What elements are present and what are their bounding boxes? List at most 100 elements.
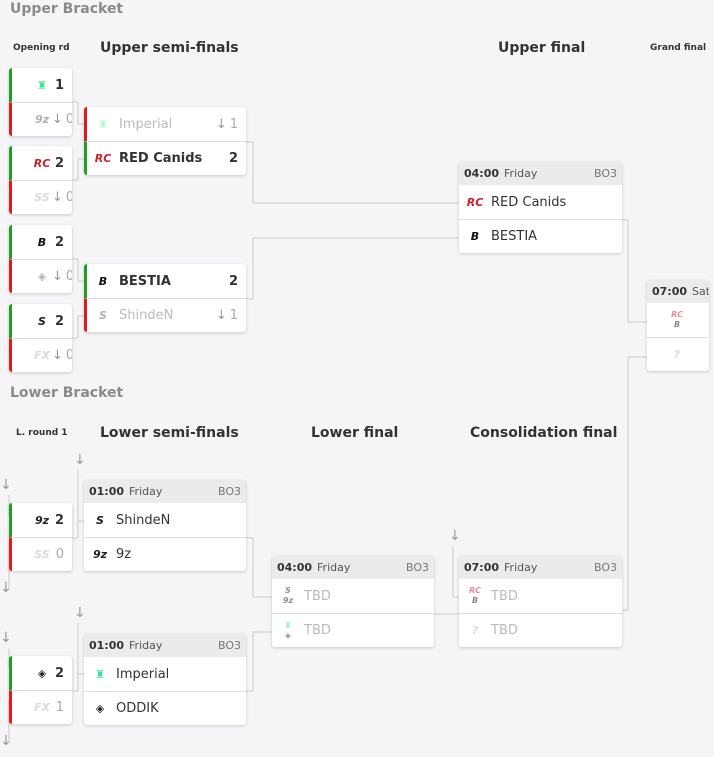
team-score: 0 [56,547,64,562]
lower-bracket-heading: Lower Bracket [10,385,124,401]
shinden-logo-icon: S [99,309,107,322]
match-gf[interactable]: 07:00 Sat RC B? [647,280,709,371]
team-row[interactable]: RC RED Canids 2 [84,141,246,175]
match-ls1[interactable]: 01:00 Friday BO3 S ShindeN 9z 9z [84,480,246,571]
score-value: 1 [55,700,64,715]
team-row[interactable]: 9z 2 [9,503,72,537]
swiss-logo-icon: SS [34,191,50,204]
drop-arrow-icon: ↓ [0,630,12,646]
team-row[interactable]: SS ↓ 0 [9,180,72,214]
team-score: ↓ 0 [52,190,72,205]
match-or3[interactable]: B 2 ◈ ↓ 0 [9,225,72,293]
team-row[interactable]: ♜ Imperial ↓ 1 [84,107,246,141]
score-value: 1 [229,116,238,132]
team-score: 2 [55,314,64,329]
team-row[interactable]: 9z ↓ 0 [9,102,72,136]
drop-arrow-icon: ↓ [74,452,86,468]
round-opening: Opening rd [13,43,70,53]
shinden-logo-icon: S [38,314,46,328]
match-day: Friday [129,485,163,498]
score-value: 1 [229,308,238,323]
team-row[interactable]: S ShindeN [84,503,246,537]
score-value: 0 [55,547,64,562]
team-row[interactable]: ◈ ↓ 0 [9,259,72,293]
team-row[interactable]: B BESTIA 2 [84,264,246,298]
bestia-logo-icon: B [98,274,108,288]
match-format: BO3 [217,485,241,498]
match-or2[interactable]: RC 2 SS ↓ 0 [9,146,72,214]
match-uf[interactable]: 04:00 Friday BO3 RC RED Canids B BESTIA [459,162,622,253]
shinden-logo-icon: S [96,513,104,527]
match-or1[interactable]: ♜ 1 9z ↓ 0 [9,68,72,136]
match-header: 01:00 Friday BO3 [84,480,246,503]
bestia-logo-icon: B [470,230,480,243]
match-lf[interactable]: 04:00 Friday BO3 S 9z TBD ♜ ◈ TBD [272,556,434,647]
team-name: RED Canids [119,151,203,166]
score-value: 2 [228,273,238,289]
match-lr2[interactable]: ◈ 2 FX 1 [9,656,72,724]
fx-logo-icon: FX [34,701,50,714]
team-row[interactable]: 9z 9z [84,537,246,571]
round-grand-final: Grand final [650,43,707,53]
shinden-and-9z-logo-icon: S 9z [282,586,294,605]
9z-logo-icon: 9z [92,548,108,561]
team-name: BESTIA [491,229,538,244]
unknown-logo-icon: ? [673,348,681,361]
9z-logo-icon: 9z [34,113,50,126]
team-row[interactable]: ♜ Imperial [84,657,246,691]
team-row[interactable]: RC RED Canids [459,185,622,219]
9z-logo-icon: 9z [34,513,50,527]
bestia-logo-icon: B [37,235,47,249]
team-row[interactable]: FX 1 [9,690,72,724]
team-row[interactable]: ? [647,337,709,371]
lost-arrow-icon: ↓ [52,190,63,205]
team-score: 2 [229,274,238,289]
drop-arrow-icon: ↓ [0,733,12,749]
score-value: 1 [54,77,64,93]
match-time: 07:00 [652,285,688,298]
match-or4[interactable]: S 2 FX ↓ 0 [9,304,72,372]
team-score: 2 [55,513,64,528]
match-cf[interactable]: 07:00 Friday BO3 RC B TBD? TBD [459,556,622,647]
match-time: 04:00 [464,167,500,180]
match-format: BO3 [593,561,617,574]
team-row[interactable]: RC B [647,303,709,337]
team-row[interactable]: RC B TBD [459,579,622,613]
round-lower-semis: Lower semi-finals [100,425,239,441]
team-row[interactable]: RC 2 [9,146,72,180]
team-name: TBD [491,623,518,638]
team-row[interactable]: S 9z TBD [272,579,434,613]
match-header: 04:00 Friday BO3 [459,162,622,185]
drop-arrow-icon: ↓ [74,605,86,621]
team-row[interactable]: FX ↓ 0 [9,338,72,372]
team-row[interactable]: ♜ 1 [9,68,72,102]
upper-bracket-heading: Upper Bracket [10,1,124,17]
team-row[interactable]: B BESTIA [459,219,622,253]
team-row[interactable]: ◈ ODDIK [84,691,246,725]
match-day: Sat [692,285,709,298]
fx-logo-icon: FX [34,349,50,362]
match-time: 04:00 [277,561,313,574]
team-name: Imperial [116,666,170,682]
team-name: 9z [116,547,132,562]
match-ls2[interactable]: 01:00 Friday BO3 ♜ Imperial ◈ ODDIK [84,634,246,725]
match-day: Friday [504,561,538,574]
match-us1[interactable]: ♜ Imperial ↓ 1 RC RED Canids 2 [84,107,246,175]
lost-arrow-icon: ↓ [215,116,227,132]
red-canids-logo-icon: RC [33,156,51,170]
red-canids-and-bestia-logo-icon: RC B [670,310,684,329]
match-lr1[interactable]: 9z 2 SS 0 [9,503,72,571]
match-us2[interactable]: B BESTIA 2 S ShindeN ↓ 1 [84,264,246,332]
team-name: ShindeN [119,308,174,323]
team-row[interactable]: ♜ ◈ TBD [272,613,434,647]
team-row[interactable]: S ShindeN ↓ 1 [84,298,246,332]
red-canids-and-bestia-logo-icon: RC B [468,586,482,605]
match-time: 01:00 [89,639,125,652]
lost-arrow-icon: ↓ [215,308,227,323]
team-row[interactable]: ? TBD [459,613,622,647]
team-row[interactable]: SS 0 [9,537,72,571]
team-row[interactable]: ◈ 2 [9,656,72,690]
